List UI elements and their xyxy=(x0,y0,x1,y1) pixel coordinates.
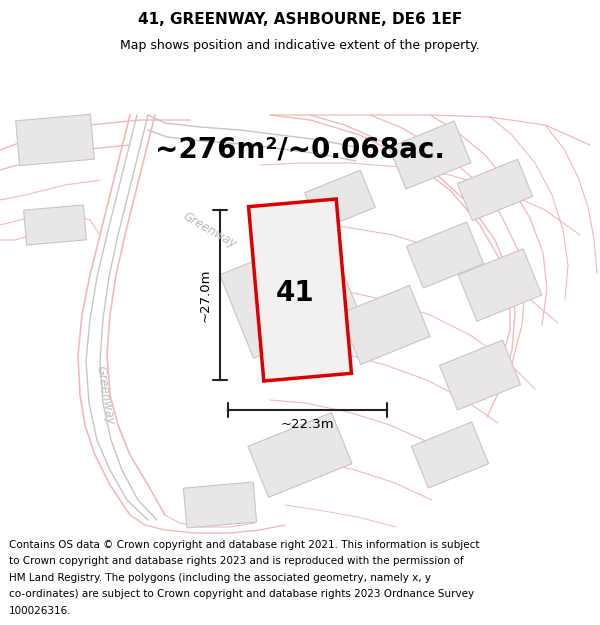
Text: Greenway: Greenway xyxy=(94,364,116,426)
Polygon shape xyxy=(305,170,376,230)
Text: Greenway: Greenway xyxy=(181,209,239,251)
Polygon shape xyxy=(248,199,352,381)
Polygon shape xyxy=(16,114,94,166)
Polygon shape xyxy=(412,422,488,488)
Polygon shape xyxy=(23,205,86,245)
Text: ~22.3m: ~22.3m xyxy=(281,418,334,431)
Text: ~276m²/~0.068ac.: ~276m²/~0.068ac. xyxy=(155,136,445,164)
Polygon shape xyxy=(439,340,521,410)
Polygon shape xyxy=(184,482,257,528)
Polygon shape xyxy=(248,412,352,498)
Polygon shape xyxy=(220,232,360,358)
Text: ~27.0m: ~27.0m xyxy=(199,268,212,322)
Text: Contains OS data © Crown copyright and database right 2021. This information is : Contains OS data © Crown copyright and d… xyxy=(9,539,479,549)
Polygon shape xyxy=(458,249,542,321)
Polygon shape xyxy=(406,222,484,288)
Polygon shape xyxy=(457,159,533,221)
Polygon shape xyxy=(389,121,471,189)
Text: Map shows position and indicative extent of the property.: Map shows position and indicative extent… xyxy=(120,39,480,51)
Polygon shape xyxy=(340,286,430,364)
Text: to Crown copyright and database rights 2023 and is reproduced with the permissio: to Crown copyright and database rights 2… xyxy=(9,556,464,566)
Text: 41, GREENWAY, ASHBOURNE, DE6 1EF: 41, GREENWAY, ASHBOURNE, DE6 1EF xyxy=(138,12,462,27)
Text: co-ordinates) are subject to Crown copyright and database rights 2023 Ordnance S: co-ordinates) are subject to Crown copyr… xyxy=(9,589,474,599)
Text: 100026316.: 100026316. xyxy=(9,606,71,616)
Text: HM Land Registry. The polygons (including the associated geometry, namely x, y: HM Land Registry. The polygons (includin… xyxy=(9,572,431,582)
Text: 41: 41 xyxy=(275,279,314,307)
